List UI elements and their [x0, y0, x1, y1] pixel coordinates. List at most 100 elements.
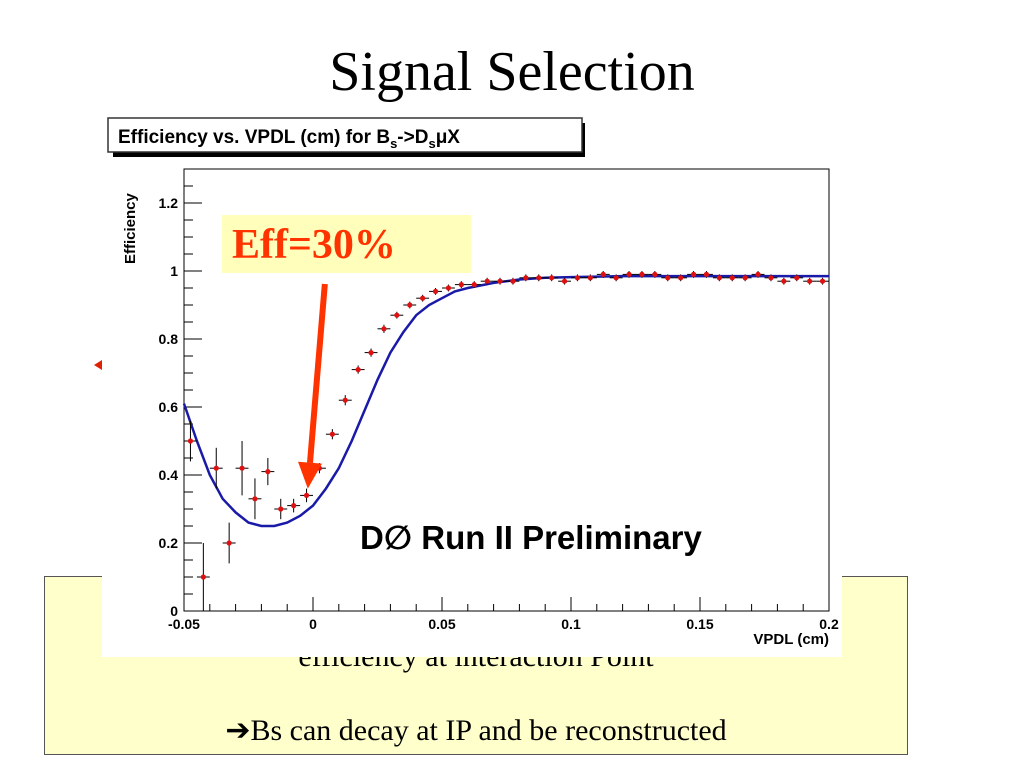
data-point	[571, 274, 584, 282]
data-point	[558, 277, 571, 285]
data-point	[338, 395, 352, 406]
point-marker	[665, 275, 671, 281]
data-point	[390, 311, 404, 319]
data-point	[712, 274, 726, 282]
plot-title-box	[107, 117, 583, 153]
y-tick-label: 0.8	[159, 331, 179, 347]
plot-title-mid: ->D	[397, 127, 428, 148]
y-tick-label: 0	[170, 603, 178, 619]
data-point	[261, 458, 275, 486]
point-marker	[561, 278, 568, 284]
x-tick-label: -0.05	[168, 616, 200, 632]
x-tick-label: 0	[309, 616, 317, 632]
data-point	[532, 274, 546, 282]
data-point	[403, 301, 417, 309]
point-marker	[420, 295, 426, 301]
point-marker	[381, 326, 387, 332]
point-marker	[652, 271, 658, 277]
data-point	[480, 277, 494, 285]
point-marker	[329, 431, 335, 437]
data-point	[790, 274, 804, 282]
point-marker	[587, 275, 593, 281]
point-marker	[213, 465, 219, 471]
point-marker	[458, 282, 464, 288]
point-marker	[523, 275, 529, 281]
y-tick-label: 1	[170, 263, 178, 279]
data-point	[274, 498, 288, 520]
data-point	[184, 420, 197, 462]
point-marker	[690, 271, 697, 277]
data-point	[209, 447, 223, 489]
data-point	[454, 281, 468, 288]
data-point	[622, 271, 636, 278]
bullet-marker	[94, 360, 102, 370]
data-points	[184, 271, 829, 611]
point-marker	[819, 278, 826, 284]
point-marker	[445, 285, 452, 291]
data-point	[764, 274, 778, 282]
slide-title: Signal Selection	[329, 41, 695, 103]
point-marker	[807, 278, 813, 284]
data-point	[583, 274, 597, 282]
point-marker	[716, 275, 722, 281]
point-marker	[432, 288, 439, 294]
point-marker	[794, 275, 800, 281]
axis-tick-labels: -0.05 0 0.05 0.1 0.15 0.200.20.40.60.811.2	[159, 195, 839, 632]
eff-arrow-head	[298, 461, 322, 489]
x-tick-label: 0.05	[428, 616, 455, 632]
point-marker	[239, 465, 245, 471]
plot-title-sub1: s	[390, 136, 397, 151]
data-point	[661, 274, 675, 282]
point-marker	[510, 278, 516, 284]
y-tick-label: 0.2	[159, 535, 179, 551]
note-conclusion-text: Bs can decay at IP and be reconstructed	[250, 714, 727, 747]
data-point	[222, 522, 236, 564]
plot-title-prefix: Efficiency vs. VPDL (cm) for B	[118, 127, 390, 148]
right-arrow-icon: ➔	[225, 714, 251, 747]
point-marker	[703, 271, 710, 277]
y-axis-label: Efficiency	[122, 192, 139, 264]
eff-label: Eff=30%	[232, 222, 396, 268]
note-line-conclusion: ➔Bs can decay at IP and be reconstructed	[45, 713, 907, 748]
eff-arrow-shaft	[307, 283, 328, 463]
data-point	[467, 281, 481, 288]
x-tick-label: 0.15	[686, 616, 713, 632]
efficiency-plot-panel: Efficiency vs. VPDL (cm) for Bs->DsμX -0…	[102, 112, 842, 657]
y-tick-label: 0.4	[159, 467, 179, 483]
run-preliminary-watermark: D∅ Run II Preliminary	[360, 519, 702, 556]
y-tick-label: 1.2	[159, 195, 179, 211]
point-marker	[768, 275, 774, 281]
point-marker	[187, 438, 194, 444]
point-marker	[536, 275, 542, 281]
point-marker	[613, 275, 619, 281]
point-marker	[678, 275, 684, 281]
data-point	[609, 274, 623, 282]
data-point	[803, 277, 817, 285]
data-point	[287, 498, 301, 513]
data-point	[429, 288, 442, 295]
point-marker	[600, 271, 606, 277]
plot-title-suffix: μX	[436, 127, 461, 148]
plot-title: Efficiency vs. VPDL (cm) for Bs->DsμX	[118, 127, 460, 151]
data-point	[648, 271, 662, 278]
data-point	[364, 348, 378, 357]
data-point	[442, 284, 455, 292]
data-point	[377, 324, 391, 333]
data-point	[519, 274, 533, 282]
x-tick-label: 0.2	[819, 616, 839, 632]
point-marker	[394, 312, 400, 318]
plot-title-sub2: s	[428, 136, 435, 151]
point-marker	[574, 275, 581, 281]
point-marker	[355, 367, 361, 373]
data-point	[351, 365, 365, 374]
eff-label-box	[222, 215, 471, 273]
x-axis-label: VPDL (cm)	[753, 631, 829, 648]
point-marker	[303, 492, 310, 498]
x-tick-label: 0.1	[561, 616, 581, 632]
data-point	[248, 478, 262, 520]
data-point	[816, 277, 829, 285]
point-marker	[226, 540, 232, 546]
point-marker	[291, 503, 297, 509]
point-marker	[368, 350, 374, 356]
data-point	[687, 271, 700, 278]
